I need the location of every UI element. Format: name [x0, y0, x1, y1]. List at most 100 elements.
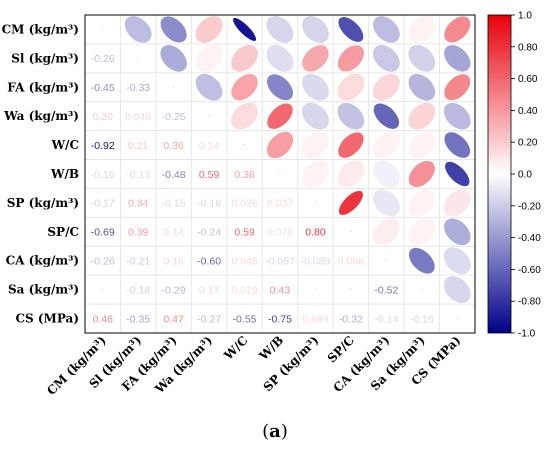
diagonal-dot: ·: [208, 111, 211, 120]
row-label-sa-kg-m: Sa (kg/m³): [8, 283, 79, 297]
ellipse-w-c-sp-kg-m: [301, 131, 329, 159]
ellipse-cm-kg-m-sp-c: [338, 17, 364, 42]
diagonal-dot: ·: [279, 169, 282, 178]
diagonal-dot: ·: [243, 140, 246, 149]
cell-value-cs-mpa-wa-kg-m: -0.27: [197, 313, 221, 325]
cell-value-cs-mpa-sp-kg-m: 0.099: [302, 313, 328, 325]
row-label-w-c: W/C: [51, 138, 79, 152]
cell-value-sa-kg-m-fa-kg-m: -0.29: [162, 284, 186, 296]
ellipse-fa-kg-m-ca-kg-m: [372, 73, 400, 101]
ellipse-w-c-w-b: [266, 131, 294, 159]
diagonal-dot: ·: [385, 256, 388, 265]
ellipse-w-b-ca-kg-m: [372, 160, 400, 188]
caption-letter: a: [269, 421, 281, 442]
cell-value-sp-kg-m-wa-kg-m: -0.16: [197, 198, 221, 210]
ellipse-w-b-cs-mpa: [445, 161, 470, 187]
cell-value-w-b-wa-kg-m: 0.59: [199, 169, 220, 181]
ellipse-wa-kg-m-w-c: [231, 102, 258, 130]
cell-value-ca-kg-m-w-c: 0.046: [231, 256, 257, 268]
ellipse-sl-kg-m-wa-kg-m: [195, 44, 223, 72]
cell-value-ca-kg-m-sp-c: 0.068: [338, 256, 364, 268]
ellipse-sl-kg-m-sa-kg-m: [408, 44, 436, 72]
ellipse-sp-kg-m-sa-kg-m: [408, 189, 436, 217]
ellipse-cm-kg-m-wa-kg-m: [195, 16, 223, 43]
cell-value-w-c-sl-kg-m: 0.21: [128, 140, 149, 152]
ellipse-sl-kg-m-fa-kg-m: [160, 45, 187, 72]
ellipse-w-c-ca-kg-m: [372, 131, 400, 159]
ellipse-cm-kg-m-w-b: [266, 16, 294, 43]
cell-value-sp-c-fa-kg-m: 0.14: [163, 227, 184, 239]
colorbar-tick-label: 1.0: [518, 11, 532, 22]
cell-value-sa-kg-m-ca-kg-m: -0.52: [374, 284, 398, 296]
diagonal-dot: ·: [101, 24, 104, 33]
ellipse-fa-kg-m-sp-c: [337, 73, 365, 101]
cell-value-w-b-fa-kg-m: -0.48: [162, 169, 186, 181]
cell-value-w-b-sl-kg-m: -0.13: [126, 169, 150, 181]
cell-value-sp-kg-m-sl-kg-m: 0.34: [128, 198, 149, 210]
row-label-sp-c: SP/C: [47, 225, 79, 239]
ellipse-w-c-cs-mpa: [444, 132, 471, 158]
ellipse-w-b-sp-kg-m: [301, 160, 329, 188]
heatmap-grid: [84, 14, 476, 334]
ellipse-sp-c-cs-mpa: [444, 218, 471, 246]
row-label-cs-mpa: CS (MPa): [15, 312, 79, 326]
figure-caption: (a): [0, 421, 550, 442]
ellipse-sl-kg-m-w-b: [266, 44, 294, 72]
ellipse-wa-kg-m-cs-mpa: [443, 102, 471, 130]
colorbar-tick-label: 0.40: [518, 106, 538, 117]
cell-value-sp-kg-m-fa-kg-m: -0.15: [162, 198, 186, 210]
cell-value-sa-kg-m-w-c: 0.019: [231, 284, 257, 296]
ellipse-sl-kg-m-w-c: [231, 44, 258, 72]
colorbar-tick-label: 0.60: [518, 74, 538, 85]
ellipse-sp-kg-m-cs-mpa: [443, 189, 471, 217]
ellipse-sl-kg-m-sp-c: [337, 45, 365, 72]
ellipse-sp-c-sa-kg-m: [408, 218, 436, 246]
ellipse-cm-kg-m-sp-kg-m: [302, 16, 329, 43]
cell-value-sa-kg-m-wa-kg-m: 0.17: [199, 284, 220, 296]
cell-dot: ·: [350, 285, 353, 294]
cell-value-ca-kg-m-sl-kg-m: -0.21: [126, 256, 150, 268]
ellipse-wa-kg-m-w-b: [267, 103, 293, 129]
cell-value-cs-mpa-sp-c: -0.32: [339, 313, 363, 325]
cell-value-ca-kg-m-cm-kg-m: -0.26: [91, 256, 115, 268]
ellipse-fa-kg-m-cs-mpa: [444, 74, 471, 101]
ellipse-fa-kg-m-w-c: [231, 74, 258, 101]
colorbar-tick-label: -0.80: [518, 297, 541, 308]
cell-value-wa-kg-m-cm-kg-m: 0.20: [93, 111, 114, 123]
cell-value-sp-c-w-c: 0.59: [234, 227, 255, 239]
cell-value-sl-kg-m-cm-kg-m: -0.26: [91, 53, 115, 65]
diagonal-dot: ·: [456, 314, 459, 323]
ellipse-cm-kg-m-cs-mpa: [444, 16, 471, 43]
diagonal-dot: ·: [420, 285, 423, 294]
row-label-sp-kg-m: SP (kg/m³): [7, 196, 79, 210]
cell-value-w-c-wa-kg-m: 0.14: [199, 140, 220, 152]
ellipse-sl-kg-m-ca-kg-m: [372, 44, 400, 72]
heatmap-cells: · -0.26 · -0.45 -0.33 · 0.20 0.048 -0.25 · -0.92 0.…: [91, 15, 471, 325]
diagonal-dot: ·: [314, 198, 317, 207]
ellipse-fa-kg-m-sp-kg-m: [302, 73, 329, 101]
row-label-cm-kg-m: CM (kg/m³): [2, 22, 79, 36]
cell-value-sp-kg-m-w-b: 0.037: [267, 198, 293, 210]
cell-value-fa-kg-m-cm-kg-m: -0.45: [91, 82, 115, 94]
cell-value-fa-kg-m-sl-kg-m: -0.33: [126, 82, 150, 94]
cell-value-cs-mpa-fa-kg-m: 0.47: [163, 313, 184, 325]
cell-value-wa-kg-m-fa-kg-m: -0.25: [162, 111, 186, 123]
cell-value-sp-kg-m-cm-kg-m: -0.17: [91, 198, 115, 210]
colorbar-tick-label: -0.40: [518, 233, 541, 244]
caption-open: (: [262, 421, 270, 442]
ellipse-cm-kg-m-ca-kg-m: [373, 16, 400, 43]
ellipse-cm-kg-m-sl-kg-m: [124, 16, 152, 43]
cell-value-cs-mpa-sl-kg-m: -0.35: [126, 313, 150, 325]
cell-value-ca-kg-m-fa-kg-m: 0.16: [163, 256, 184, 268]
ellipse-wa-kg-m-sp-c: [337, 102, 365, 130]
cell-value-sp-c-w-b: 0.078: [267, 227, 293, 239]
cell-value-ca-kg-m-w-b: -0.057: [265, 256, 295, 268]
row-label-fa-kg-m: FA (kg/m³): [7, 80, 79, 94]
ellipse-w-b-sp-c: [337, 160, 365, 188]
cell-value-w-b-w-c: 0.38: [234, 169, 255, 181]
cell-value-cs-mpa-w-c: -0.55: [233, 313, 257, 325]
correlation-heatmap: · -0.26 · -0.45 -0.33 · 0.20 0.048 -0.25 · -0.92 0.…: [2, 11, 542, 398]
ellipse-wa-kg-m-ca-kg-m: [373, 103, 400, 129]
cell-value-sp-c-wa-kg-m: -0.24: [197, 227, 221, 239]
plot-frame: [84, 14, 476, 334]
